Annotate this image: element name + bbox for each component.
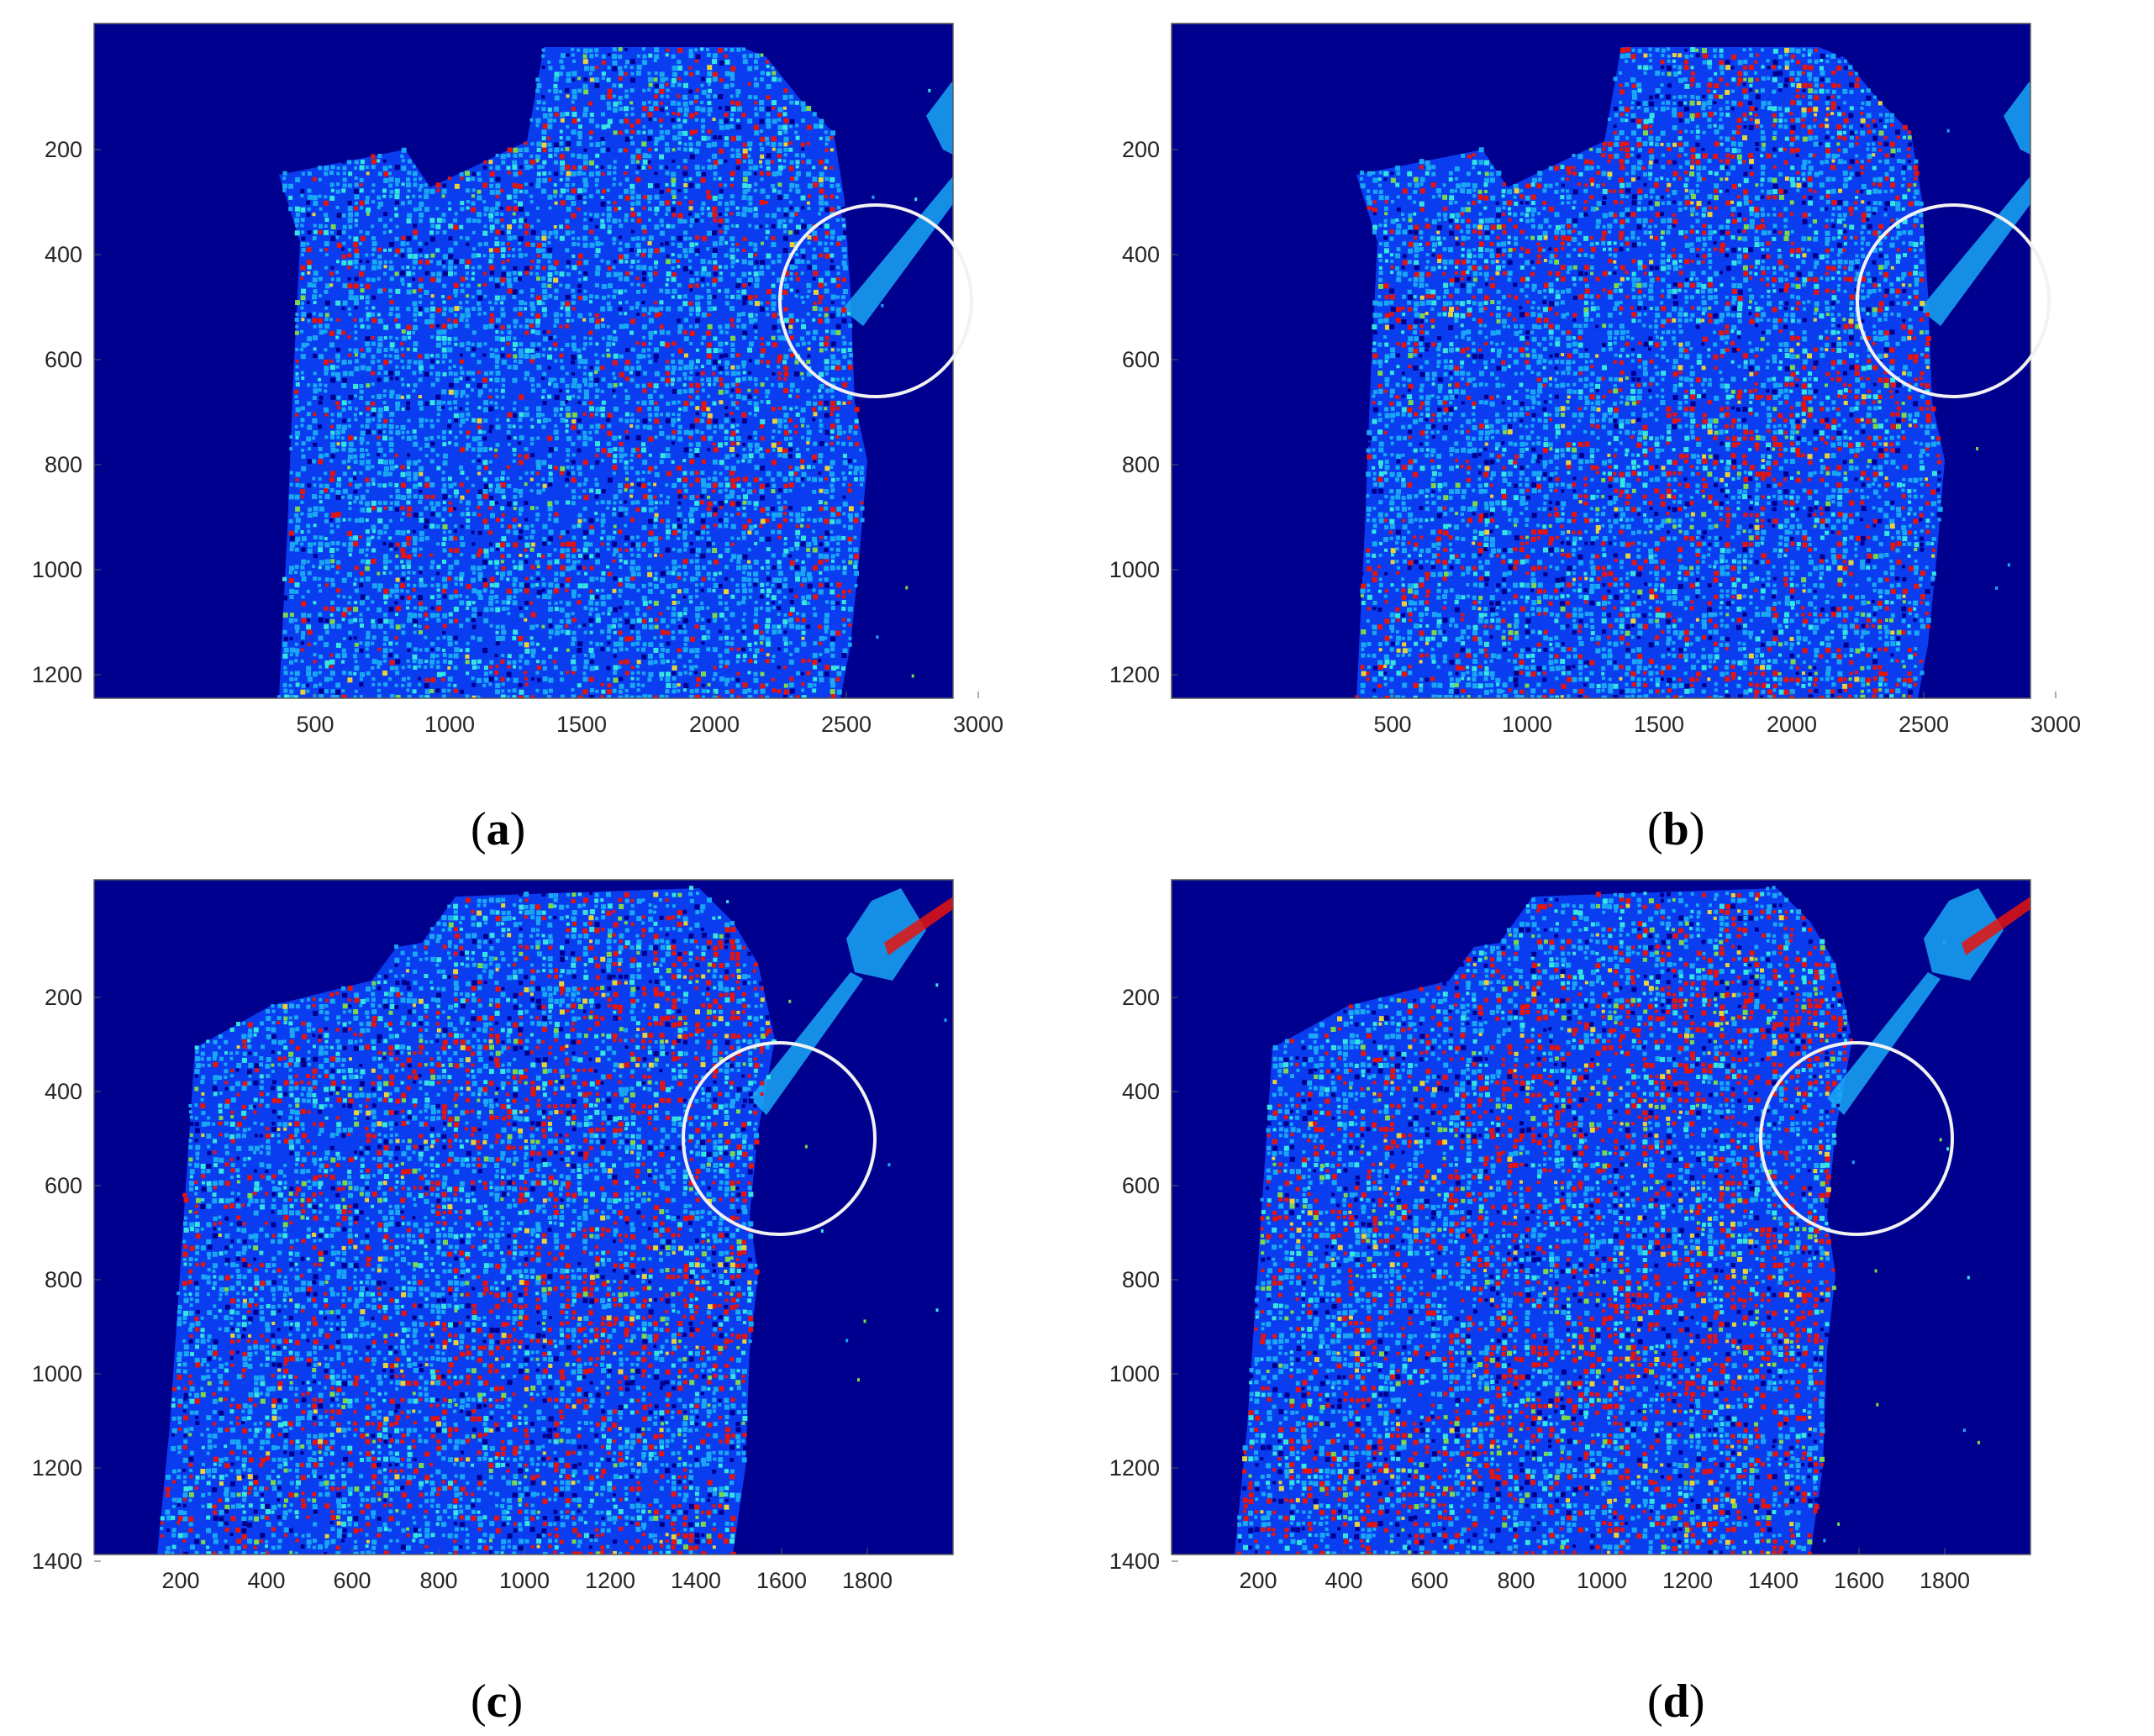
y-tick-label: 200 xyxy=(45,985,82,1010)
pier-feature xyxy=(1827,972,1941,1115)
y-tick-label: 400 xyxy=(45,1079,82,1104)
y-tick-label: 1400 xyxy=(1109,1549,1160,1574)
panel-c: 200 400 600 800 1000 1200 1400 1600 1800 200 400 60… xyxy=(0,868,1077,1736)
x-tick-label: 500 xyxy=(296,712,334,737)
x-tick-label: 400 xyxy=(247,1568,285,1593)
axes-frame xyxy=(93,879,954,1555)
x-tick-label: 2500 xyxy=(1899,712,1949,737)
x-tick-label: 3000 xyxy=(2030,712,2081,737)
y-tick-label: 1200 xyxy=(1109,1455,1160,1481)
x-tick-label: 1000 xyxy=(499,1568,550,1593)
pier-feature xyxy=(1920,176,2030,326)
pier-feature xyxy=(842,176,953,326)
x-tick-label: 3000 xyxy=(953,712,1003,737)
highlight-circle xyxy=(778,203,973,398)
y-tick-label: 600 xyxy=(1122,347,1160,372)
speckle-texture xyxy=(276,47,931,698)
x-tick-label: 1800 xyxy=(842,1568,893,1593)
y-tick-label: 1200 xyxy=(32,662,82,687)
pier-feature xyxy=(750,972,863,1115)
image-area xyxy=(1172,880,2030,1555)
y-tick-label: 1000 xyxy=(1109,557,1160,582)
panel-label-b: (b) xyxy=(1647,802,1704,856)
x-tick-label: 1200 xyxy=(1662,1568,1713,1593)
land-region xyxy=(1356,47,1945,698)
y-tick-label: 600 xyxy=(45,1173,82,1198)
panel-label-d: (d) xyxy=(1647,1675,1704,1728)
x-tick-label: 500 xyxy=(1373,712,1411,737)
sar-image-plot-b: 500 1000 1500 2000 2500 3000 200 400 600 800 1000 1… xyxy=(1109,23,2081,737)
strip-feature xyxy=(1962,897,2030,955)
sar-image-plot-d: 200 400 600 800 1000 1200 1400 1600 1800 200 400 60… xyxy=(1109,879,2031,1593)
y-tick-label: 400 xyxy=(45,242,82,267)
highlight-circle xyxy=(1759,1041,1954,1236)
x-tick-label: 1400 xyxy=(1748,1568,1799,1593)
image-area xyxy=(94,24,953,698)
speckle-texture xyxy=(1355,47,2010,698)
panel-label-a: (a) xyxy=(471,802,525,856)
x-tick-label: 1200 xyxy=(585,1568,635,1593)
x-tick-label: 600 xyxy=(1410,1568,1448,1593)
y-tick-label: 400 xyxy=(1122,1079,1160,1104)
y-tick-label: 1000 xyxy=(32,1361,82,1386)
panel-b: 500 1000 1500 2000 2500 3000 200 400 600 800 1000 1… xyxy=(1077,0,2154,868)
y-tick-label: 200 xyxy=(45,137,82,162)
island-feature xyxy=(846,888,926,981)
y-tick-label: 200 xyxy=(1122,985,1160,1010)
x-tick-label: 2500 xyxy=(821,712,872,737)
y-tick-label: 1200 xyxy=(32,1455,82,1481)
island-feature xyxy=(2004,82,2030,155)
x-tick-label: 200 xyxy=(161,1568,199,1593)
y-tick-label: 200 xyxy=(1122,137,1160,162)
highlight-circle xyxy=(1856,203,2051,398)
axes-frame xyxy=(1171,879,2031,1555)
axes-frame xyxy=(93,23,954,699)
panel-a: 500 1000 1500 2000 2500 3000 200 400 600 800 1000 1… xyxy=(0,0,1077,868)
x-tick-label: 800 xyxy=(419,1568,457,1593)
y-tick-label: 1400 xyxy=(32,1549,82,1574)
panel-d: 200 400 600 800 1000 1200 1400 1600 1800 200 400 60… xyxy=(1077,868,2154,1736)
x-tick-label: 1600 xyxy=(756,1568,807,1593)
y-tick-label: 800 xyxy=(1122,1267,1160,1292)
y-tick-label: 800 xyxy=(45,1267,82,1292)
y-tick-label: 800 xyxy=(45,452,82,477)
y-tick-label: 400 xyxy=(1122,242,1160,267)
sar-image-plot-c: 200 400 600 800 1000 1200 1400 1600 1800 200 400 60… xyxy=(32,879,954,1593)
x-tick-label: 1000 xyxy=(1577,1568,1627,1593)
image-area xyxy=(1172,24,2030,698)
sar-image-plot-a: 500 1000 1500 2000 2500 3000 200 400 600 800 1000 1… xyxy=(32,23,1003,737)
x-tick-label: 1800 xyxy=(1920,1568,1970,1593)
panel-label-c: (c) xyxy=(471,1675,523,1728)
y-tick-label: 1000 xyxy=(1109,1361,1160,1386)
x-tick-label: 1500 xyxy=(1634,712,1684,737)
y-tick-label: 1200 xyxy=(1109,662,1160,687)
speckle-texture xyxy=(160,886,947,1555)
x-tick-label: 1600 xyxy=(1834,1568,1884,1593)
highlight-circle xyxy=(682,1041,877,1236)
island-feature xyxy=(1924,888,2004,981)
image-area xyxy=(94,880,953,1555)
x-tick-label: 1000 xyxy=(424,712,475,737)
y-tick-label: 1000 xyxy=(32,557,82,582)
x-tick-label: 400 xyxy=(1325,1568,1362,1593)
x-tick-label: 1500 xyxy=(556,712,607,737)
y-tick-label: 600 xyxy=(1122,1173,1160,1198)
x-tick-label: 1000 xyxy=(1502,712,1552,737)
strip-feature xyxy=(884,897,953,955)
x-tick-label: 1400 xyxy=(671,1568,721,1593)
y-tick-label: 800 xyxy=(1122,452,1160,477)
x-tick-label: 800 xyxy=(1497,1568,1535,1593)
x-tick-label: 2000 xyxy=(689,712,740,737)
island-feature xyxy=(926,82,953,155)
x-tick-label: 600 xyxy=(333,1568,371,1593)
speckle-texture xyxy=(1236,886,1980,1555)
y-tick-label: 600 xyxy=(45,347,82,372)
x-tick-label: 2000 xyxy=(1767,712,1817,737)
axes-frame xyxy=(1171,23,2031,699)
x-tick-label: 200 xyxy=(1239,1568,1277,1593)
